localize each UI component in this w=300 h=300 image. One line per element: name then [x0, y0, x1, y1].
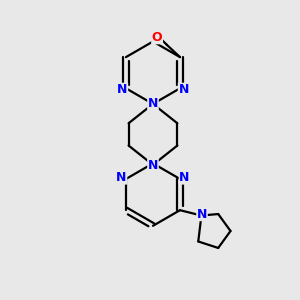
Text: N: N [148, 159, 158, 172]
Text: N: N [148, 97, 158, 110]
Text: O: O [152, 31, 162, 44]
Text: N: N [197, 208, 207, 220]
Text: N: N [179, 171, 190, 184]
Text: N: N [178, 83, 189, 96]
Text: N: N [116, 171, 127, 184]
Text: N: N [117, 83, 128, 96]
